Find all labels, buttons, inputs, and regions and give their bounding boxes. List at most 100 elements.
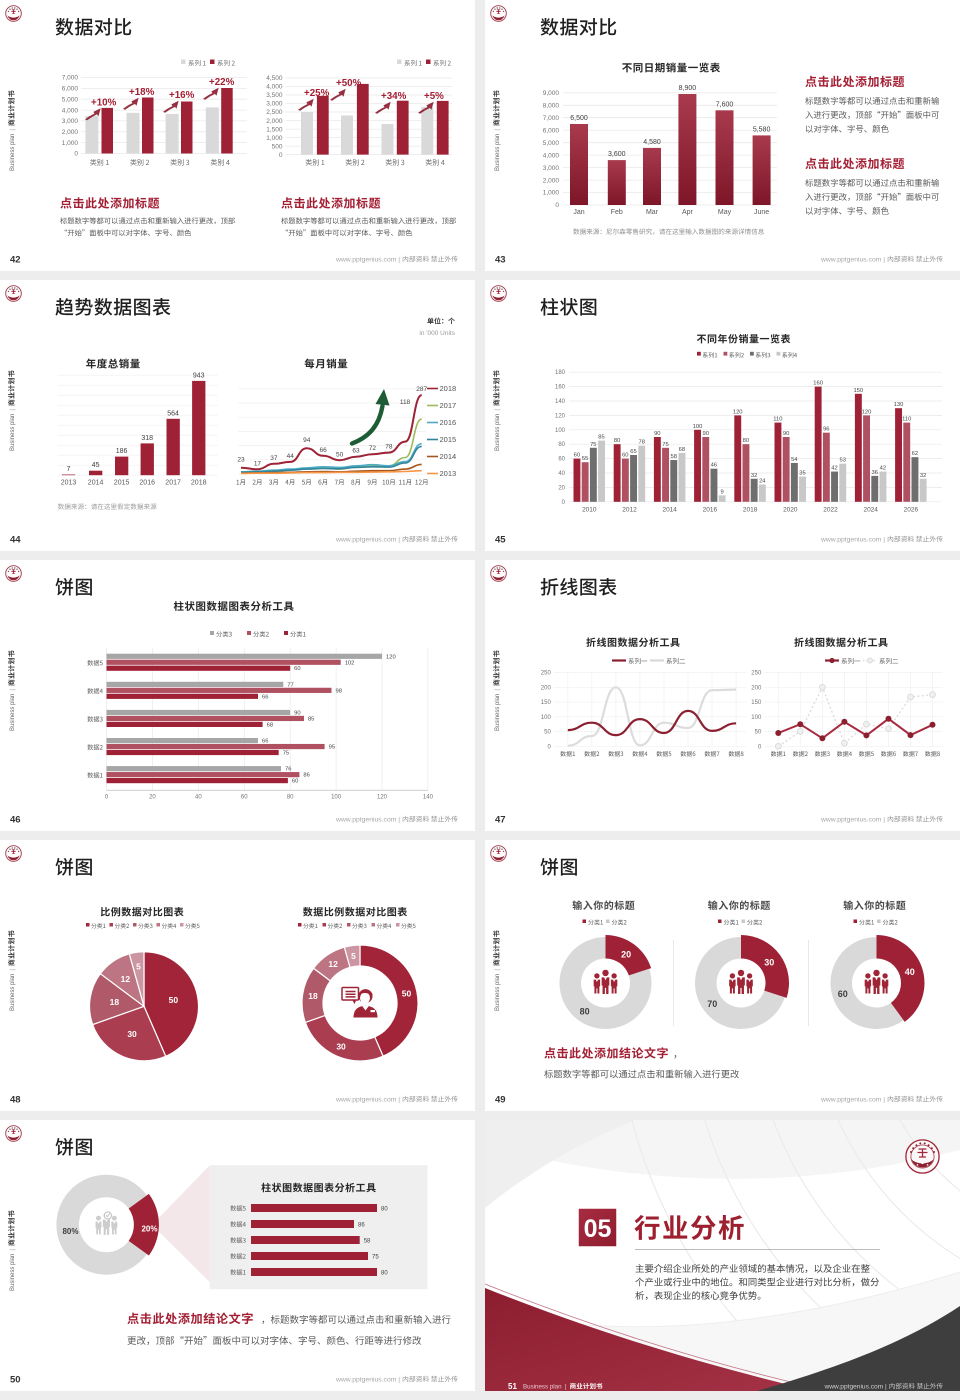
svg-text:102: 102 [345,660,355,666]
svg-text:30: 30 [764,957,774,967]
svg-text:44: 44 [10,535,21,546]
svg-text:2013: 2013 [61,480,77,487]
svg-text:0: 0 [555,202,559,209]
svg-text:50: 50 [402,988,412,998]
svg-text:+5%: +5% [424,91,444,102]
svg-text:20%: 20% [141,1225,157,1234]
svg-text:2015: 2015 [114,480,130,487]
svg-text:60: 60 [294,666,300,672]
svg-text:0: 0 [279,152,283,159]
svg-text:3,600: 3,600 [608,151,626,158]
svg-text:75: 75 [372,1254,379,1260]
svg-text:53: 53 [839,458,845,464]
svg-text:8,000: 8,000 [543,102,560,109]
svg-text:2018: 2018 [743,507,758,514]
svg-text:287: 287 [416,386,427,393]
svg-text:Business plan: Business plan [495,974,501,1011]
svg-text:250: 250 [541,671,552,677]
svg-text:150: 150 [853,388,863,394]
svg-text:20: 20 [558,485,565,491]
svg-text:55: 55 [582,456,588,462]
svg-text:75: 75 [662,442,668,448]
svg-text:3,000: 3,000 [62,118,79,125]
svg-text:68: 68 [679,447,685,453]
svg-text:www.pptgenius.com |: www.pptgenius.com | [335,257,400,264]
svg-text:100: 100 [751,715,762,721]
svg-text:48: 48 [10,1095,21,1106]
svg-text:5,000: 5,000 [62,96,79,103]
svg-text:|: | [10,969,16,971]
svg-text:2017: 2017 [440,401,457,410]
svg-text:2018: 2018 [440,384,457,393]
svg-text:2,000: 2,000 [62,129,79,136]
svg-text:2012: 2012 [622,507,637,514]
svg-text:90: 90 [294,711,300,717]
svg-text:4,000: 4,000 [62,107,79,114]
svg-text:35: 35 [799,471,805,477]
svg-text:100: 100 [555,428,566,434]
svg-text:42: 42 [880,466,886,472]
svg-text:85: 85 [308,716,314,722]
svg-text:Business plan: Business plan [495,414,501,451]
svg-text:150: 150 [751,700,762,706]
svg-text:44: 44 [287,453,295,460]
svg-text:160: 160 [813,381,823,387]
svg-text:|: | [565,1384,567,1391]
svg-text:98: 98 [336,688,342,694]
svg-text:42: 42 [10,255,21,266]
svg-text:7: 7 [67,466,71,473]
svg-text:63: 63 [352,448,360,455]
svg-text:68: 68 [267,722,273,728]
svg-text:32: 32 [751,473,757,479]
svg-text:5: 5 [351,951,356,961]
svg-text:58: 58 [670,454,676,460]
svg-text:1,500: 1,500 [266,126,283,133]
svg-text:564: 564 [167,410,179,417]
svg-text:66: 66 [320,447,328,454]
svg-text:46: 46 [10,815,21,826]
svg-text:32: 32 [920,473,926,479]
svg-text:+34%: +34% [381,91,407,102]
svg-text:318: 318 [141,435,153,442]
svg-text:0: 0 [547,744,551,750]
svg-text:118: 118 [400,399,411,406]
svg-text:05: 05 [584,1215,612,1243]
svg-text:2013: 2013 [440,469,457,478]
svg-text:75: 75 [590,442,596,448]
svg-text:60: 60 [622,453,628,459]
svg-text:www.pptgenius.com |: www.pptgenius.com | [335,1377,400,1384]
svg-text:50: 50 [544,730,551,736]
svg-text:2018: 2018 [191,480,207,487]
svg-text:Business plan: Business plan [495,134,501,171]
svg-text:2,000: 2,000 [543,177,560,184]
svg-text:20: 20 [149,795,156,801]
svg-text:5,000: 5,000 [543,140,560,147]
svg-text:60: 60 [574,453,580,459]
svg-text:110: 110 [902,417,911,423]
svg-text:30: 30 [336,1042,346,1052]
svg-text:100: 100 [331,795,342,801]
svg-text:+10%: +10% [91,98,117,109]
svg-text:www.pptgenius.com |: www.pptgenius.com | [820,537,885,544]
svg-text:60: 60 [292,779,298,785]
svg-text:70: 70 [707,999,717,1009]
svg-text:76: 76 [285,767,291,773]
svg-text:60: 60 [241,795,248,801]
svg-text:5: 5 [136,962,141,972]
svg-text:2016: 2016 [440,418,457,427]
svg-text:120: 120 [862,409,872,415]
svg-text:40: 40 [905,967,915,977]
svg-text:2020: 2020 [783,507,798,514]
svg-text:62: 62 [912,451,918,457]
svg-text:120: 120 [377,795,388,801]
svg-text:50: 50 [169,995,179,1005]
svg-text:Jan: Jan [573,209,584,216]
svg-text:45: 45 [495,535,506,546]
svg-text:80: 80 [381,1206,388,1212]
svg-text:1,000: 1,000 [266,135,283,142]
svg-text:95: 95 [329,745,335,751]
svg-text:12: 12 [121,974,131,984]
svg-text:50: 50 [755,730,762,736]
svg-text:+16%: +16% [169,90,195,101]
svg-text:96: 96 [823,427,829,433]
